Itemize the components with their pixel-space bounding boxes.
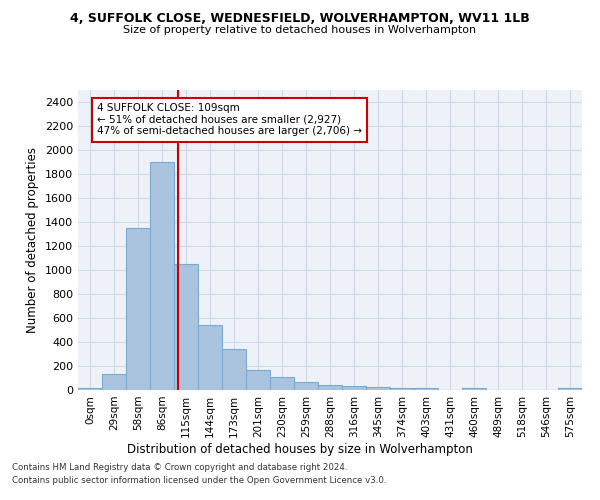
Text: 4 SUFFOLK CLOSE: 109sqm
← 51% of detached houses are smaller (2,927)
47% of semi: 4 SUFFOLK CLOSE: 109sqm ← 51% of detache… xyxy=(97,103,362,136)
Bar xyxy=(390,388,414,390)
Bar xyxy=(78,388,102,390)
Bar xyxy=(462,388,486,390)
Bar xyxy=(198,325,222,390)
Bar xyxy=(414,388,438,390)
Text: Distribution of detached houses by size in Wolverhampton: Distribution of detached houses by size … xyxy=(127,442,473,456)
Bar xyxy=(246,370,270,390)
Bar xyxy=(558,388,582,390)
Text: Contains public sector information licensed under the Open Government Licence v3: Contains public sector information licen… xyxy=(12,476,386,485)
Bar xyxy=(174,264,198,390)
Text: Size of property relative to detached houses in Wolverhampton: Size of property relative to detached ho… xyxy=(124,25,476,35)
Text: Contains HM Land Registry data © Crown copyright and database right 2024.: Contains HM Land Registry data © Crown c… xyxy=(12,464,347,472)
Bar xyxy=(270,377,294,390)
Y-axis label: Number of detached properties: Number of detached properties xyxy=(26,147,40,333)
Bar xyxy=(222,349,246,390)
Bar xyxy=(294,382,318,390)
Bar xyxy=(342,386,366,390)
Bar xyxy=(126,228,150,390)
Bar xyxy=(318,385,342,390)
Bar xyxy=(102,374,126,390)
Bar xyxy=(150,162,174,390)
Bar xyxy=(366,387,390,390)
Text: 4, SUFFOLK CLOSE, WEDNESFIELD, WOLVERHAMPTON, WV11 1LB: 4, SUFFOLK CLOSE, WEDNESFIELD, WOLVERHAM… xyxy=(70,12,530,26)
